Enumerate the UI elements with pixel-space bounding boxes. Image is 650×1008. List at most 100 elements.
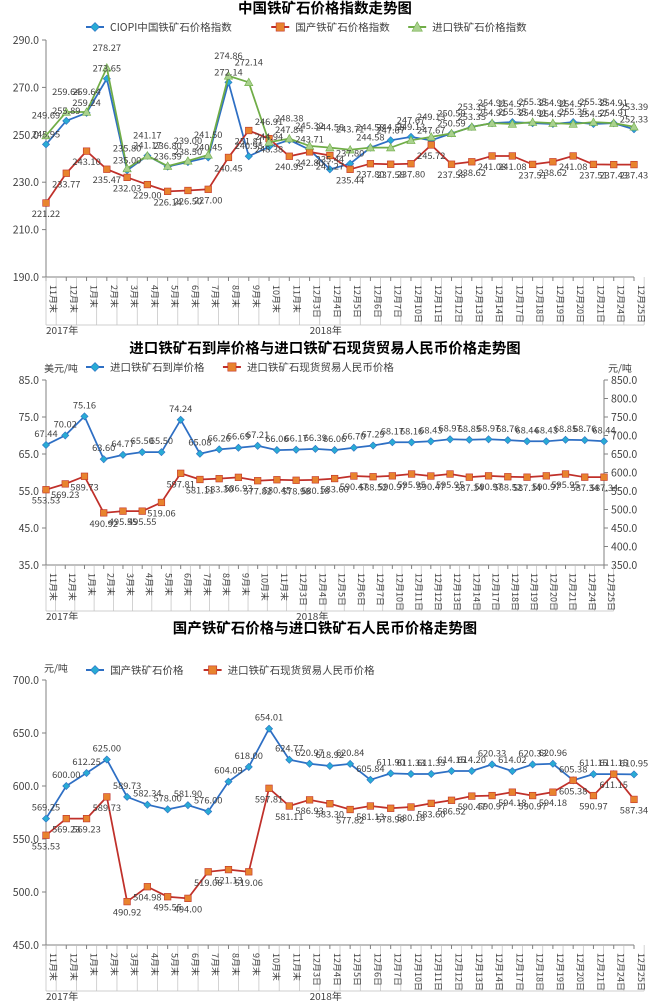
svg-text:800.0: 800.0 [611, 392, 637, 407]
svg-text:1月末: 1月末 [85, 573, 98, 596]
svg-text:68.44: 68.44 [592, 422, 615, 436]
svg-text:7月末: 7月末 [209, 953, 222, 976]
svg-text:12月6日: 12月6日 [371, 953, 384, 986]
svg-text:494.00: 494.00 [174, 901, 202, 915]
svg-text:美元/吨: 美元/吨 [44, 360, 78, 375]
svg-text:10月末: 10月末 [259, 573, 272, 601]
svg-text:35.0: 35.0 [19, 558, 40, 573]
svg-text:8月末: 8月末 [229, 285, 242, 308]
svg-text:654.01: 654.01 [255, 710, 283, 724]
svg-text:74.24: 74.24 [169, 401, 192, 415]
svg-text:9月末: 9月末 [250, 285, 263, 308]
svg-text:350.0: 350.0 [611, 558, 637, 573]
svg-text:12月3日: 12月3日 [311, 953, 324, 986]
svg-text:227.00: 227.00 [194, 192, 222, 206]
svg-text:12月20日: 12月20日 [574, 285, 587, 323]
svg-text:569.23: 569.23 [72, 822, 100, 836]
svg-text:11月末: 11月末 [290, 285, 303, 313]
svg-text:12月13日: 12月13日 [473, 285, 486, 323]
svg-text:12月17日: 12月17日 [490, 573, 503, 611]
svg-text:604.09: 604.09 [214, 763, 242, 777]
svg-text:519.06: 519.06 [235, 875, 263, 889]
svg-text:12月20日: 12月20日 [574, 953, 587, 991]
svg-text:65.50: 65.50 [150, 433, 173, 447]
svg-text:12月12日: 12月12日 [453, 953, 466, 991]
svg-text:400.0: 400.0 [611, 540, 637, 555]
svg-text:45.0: 45.0 [19, 521, 40, 536]
svg-text:3月末: 3月末 [128, 285, 141, 308]
svg-text:12月18日: 12月18日 [509, 573, 522, 611]
svg-text:5月末: 5月末 [169, 953, 182, 976]
svg-text:12月18日: 12月18日 [534, 953, 547, 991]
svg-text:8月末: 8月末 [220, 573, 233, 596]
svg-text:12月14日: 12月14日 [493, 285, 506, 323]
svg-text:12月12日: 12月12日 [453, 285, 466, 323]
svg-text:587.34: 587.34 [620, 802, 648, 816]
svg-text:2月末: 2月末 [108, 953, 121, 976]
svg-text:2017年: 2017年 [46, 322, 78, 337]
svg-text:490.92: 490.92 [113, 905, 141, 919]
svg-text:600.00: 600.00 [52, 767, 80, 781]
svg-text:235.80: 235.80 [113, 140, 141, 154]
svg-text:600.0: 600.0 [13, 779, 39, 794]
svg-text:4月末: 4月末 [143, 573, 156, 596]
svg-text:12月末: 12月末 [66, 573, 79, 601]
svg-text:中国铁矿石价格指数走势图: 中国铁矿石价格指数走势图 [238, 0, 412, 18]
svg-text:10月末: 10月末 [270, 953, 283, 981]
svg-text:519.06: 519.06 [147, 505, 175, 519]
svg-text:12月21日: 12月21日 [594, 285, 607, 323]
svg-text:12月24日: 12月24日 [586, 573, 599, 611]
svg-text:12月4日: 12月4日 [331, 285, 344, 318]
svg-text:2018年: 2018年 [296, 608, 328, 620]
svg-text:243.10: 243.10 [72, 154, 100, 168]
svg-text:12月25日: 12月25日 [635, 285, 648, 323]
svg-text:245.95: 245.95 [32, 126, 60, 140]
svg-text:11月末: 11月末 [47, 573, 60, 601]
svg-text:620.96: 620.96 [539, 745, 567, 759]
svg-text:6月末: 6月末 [182, 573, 195, 596]
svg-text:589.73: 589.73 [93, 800, 121, 814]
svg-text:272.14: 272.14 [235, 54, 263, 68]
svg-text:241.50: 241.50 [194, 127, 222, 141]
svg-text:6月末: 6月末 [189, 953, 202, 976]
svg-text:9月末: 9月末 [239, 573, 252, 596]
svg-text:569.25: 569.25 [32, 800, 60, 814]
svg-text:450.0: 450.0 [611, 521, 637, 536]
svg-text:270.0: 270.0 [13, 80, 39, 95]
svg-text:11月末: 11月末 [47, 285, 60, 313]
svg-text:12月10日: 12月10日 [412, 285, 425, 323]
svg-text:12月17日: 12月17日 [513, 953, 526, 991]
svg-text:850.0: 850.0 [611, 373, 637, 388]
svg-text:2017年: 2017年 [46, 608, 78, 620]
svg-text:12月24日: 12月24日 [615, 285, 628, 323]
svg-text:610.95: 610.95 [620, 755, 648, 769]
svg-text:CIOPI中国铁矿石价格指数: CIOPI中国铁矿石价格指数 [110, 20, 232, 35]
svg-text:12月25日: 12月25日 [605, 573, 618, 611]
svg-text:221.22: 221.22 [32, 206, 60, 220]
svg-text:12月20日: 12月20日 [547, 573, 560, 611]
svg-text:190.0: 190.0 [13, 270, 39, 285]
svg-text:259.64: 259.64 [72, 84, 100, 98]
svg-text:10月末: 10月末 [270, 285, 283, 313]
svg-text:进口铁矿石价格指数: 进口铁矿石价格指数 [432, 20, 527, 35]
svg-text:237.43: 237.43 [620, 168, 648, 182]
svg-text:12月21日: 12月21日 [594, 953, 607, 991]
svg-text:612.25: 612.25 [72, 754, 100, 768]
svg-text:248.38: 248.38 [255, 142, 283, 156]
svg-text:590.97: 590.97 [579, 799, 607, 813]
svg-text:12月11日: 12月11日 [413, 573, 426, 611]
svg-text:12月19日: 12月19日 [554, 285, 567, 323]
svg-text:450.0: 450.0 [13, 938, 39, 953]
svg-text:650.0: 650.0 [13, 726, 39, 741]
svg-text:12月末: 12月末 [67, 285, 80, 313]
svg-text:210.0: 210.0 [13, 223, 39, 238]
svg-text:252.33: 252.33 [620, 111, 648, 125]
svg-text:12月末: 12月末 [67, 953, 80, 981]
svg-text:12月13日: 12月13日 [473, 953, 486, 991]
svg-text:12月4日: 12月4日 [331, 953, 344, 986]
svg-text:12月5日: 12月5日 [351, 953, 364, 986]
svg-text:12月18日: 12月18日 [534, 285, 547, 323]
svg-text:650.0: 650.0 [611, 447, 637, 462]
svg-text:7月末: 7月末 [209, 285, 222, 308]
svg-text:273.65: 273.65 [93, 61, 121, 75]
